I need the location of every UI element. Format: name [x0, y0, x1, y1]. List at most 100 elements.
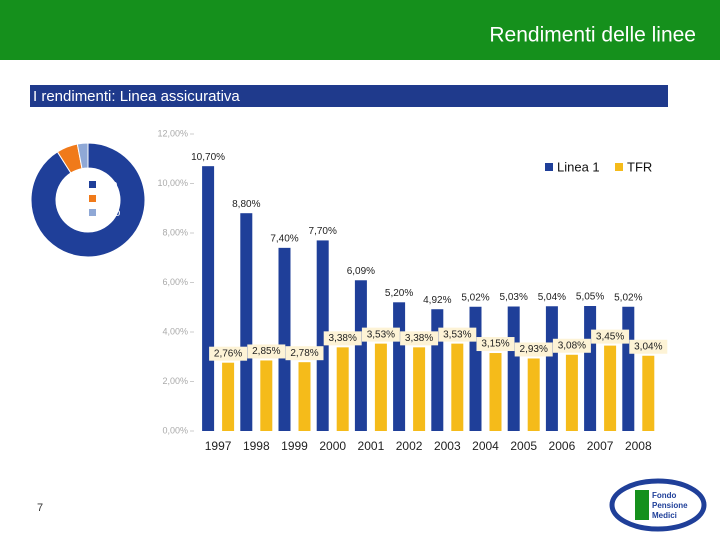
- legend-swatch: [615, 163, 623, 171]
- bar: [622, 306, 635, 431]
- bar: [507, 306, 520, 431]
- x-tick-label: 2006: [549, 439, 576, 453]
- subtitle: I rendimenti: Linea assicurativa: [33, 88, 240, 105]
- slice-label: 3%: [75, 130, 88, 140]
- bar: [469, 306, 482, 431]
- logo-text: Pensione: [652, 501, 688, 510]
- bar: [222, 362, 235, 431]
- bar: [316, 240, 329, 431]
- label-box: [209, 346, 248, 361]
- legend-label: azi: [99, 193, 113, 205]
- legend-swatch: [545, 163, 553, 171]
- x-tick-label: 2003: [434, 439, 461, 453]
- y-tick-label: 0,00%: [162, 425, 188, 435]
- label-box: [247, 344, 286, 359]
- label-box: [285, 346, 324, 361]
- bar: [278, 247, 291, 431]
- value-label: 8,80%: [232, 199, 260, 210]
- x-tick-label: 2001: [358, 439, 385, 453]
- bar: [374, 343, 387, 431]
- logo-text: Medici: [652, 511, 677, 520]
- header-bar: [0, 0, 720, 60]
- value-label: 6,09%: [347, 266, 375, 277]
- value-label: 3,08%: [558, 340, 586, 351]
- x-tick-label: 2007: [587, 439, 614, 453]
- value-label: 5,20%: [385, 288, 413, 299]
- bar: [336, 347, 349, 431]
- bar: [260, 360, 273, 431]
- value-label: 2,93%: [520, 344, 548, 355]
- bar: [431, 309, 444, 431]
- value-label: 5,05%: [576, 292, 604, 303]
- y-tick-label: 6,00%: [162, 277, 188, 287]
- value-label: 3,53%: [367, 329, 395, 340]
- pie-slice: [76, 142, 89, 170]
- label-box: [629, 339, 668, 354]
- slide-title: Rendimenti delle linee: [489, 24, 696, 47]
- value-label: 2,76%: [214, 348, 242, 359]
- x-tick-label: 2004: [472, 439, 499, 453]
- label-box: [476, 337, 515, 352]
- subtitle-band: [30, 85, 668, 107]
- value-label: 5,04%: [538, 292, 566, 303]
- x-tick-label: 1997: [205, 439, 232, 453]
- y-tick-label: 12,00%: [157, 128, 188, 138]
- label-box: [438, 327, 477, 342]
- y-tick-label: 4,00%: [162, 326, 188, 336]
- bar: [604, 345, 617, 431]
- legend-swatch: [89, 181, 96, 188]
- x-tick-label: 2002: [396, 439, 423, 453]
- value-label: 2,85%: [252, 346, 280, 357]
- slice-label: 6%: [58, 134, 71, 144]
- bar: [584, 306, 597, 431]
- bar: [565, 354, 578, 431]
- value-label: 3,38%: [405, 333, 433, 344]
- value-label: 5,02%: [461, 292, 489, 303]
- logo-mark: [635, 490, 649, 520]
- bar: [393, 302, 406, 431]
- y-tick-label: 8,00%: [162, 227, 188, 237]
- logo-text: Fondo: [652, 491, 677, 500]
- legend-label: TFR: [627, 159, 652, 174]
- x-tick-label: 1998: [243, 439, 270, 453]
- label-box: [323, 331, 362, 346]
- value-label: 5,02%: [614, 292, 642, 303]
- bar: [240, 213, 253, 431]
- x-tick-label: 2000: [319, 439, 346, 453]
- label-box: [400, 331, 439, 346]
- y-tick-label: 10,00%: [157, 178, 188, 188]
- label-box: [514, 342, 553, 357]
- value-label: 5,03%: [500, 292, 528, 303]
- label-box: [361, 327, 400, 342]
- legend-label: obb: [99, 179, 117, 191]
- value-label: 3,53%: [443, 329, 471, 340]
- label-box: [552, 338, 591, 353]
- x-tick-label: 1999: [281, 439, 308, 453]
- bar: [413, 347, 426, 431]
- y-tick-label: 2,00%: [162, 376, 188, 386]
- value-label: 2,78%: [290, 348, 318, 359]
- bar: [642, 355, 655, 431]
- logo: Fondo Pensione Medici: [609, 478, 707, 532]
- value-label: 7,40%: [270, 233, 298, 244]
- x-tick-label: 2008: [625, 439, 652, 453]
- value-label: 10,70%: [191, 152, 225, 163]
- value-label: 4,92%: [423, 295, 451, 306]
- legend-label: Linea 1: [557, 159, 600, 174]
- value-label: 7,70%: [309, 226, 337, 237]
- bar: [545, 306, 558, 431]
- legend-swatch: [89, 209, 96, 216]
- x-tick-label: 2005: [510, 439, 537, 453]
- value-label: 3,38%: [329, 333, 357, 344]
- legend-label: altro: [99, 207, 120, 219]
- bar: [202, 166, 215, 432]
- value-label: 3,15%: [481, 339, 509, 350]
- page-number: 7: [37, 502, 43, 514]
- logo-ring: [609, 478, 707, 532]
- bar: [489, 353, 502, 431]
- bar: [527, 358, 540, 431]
- label-box: [591, 329, 630, 344]
- bar: [298, 362, 311, 431]
